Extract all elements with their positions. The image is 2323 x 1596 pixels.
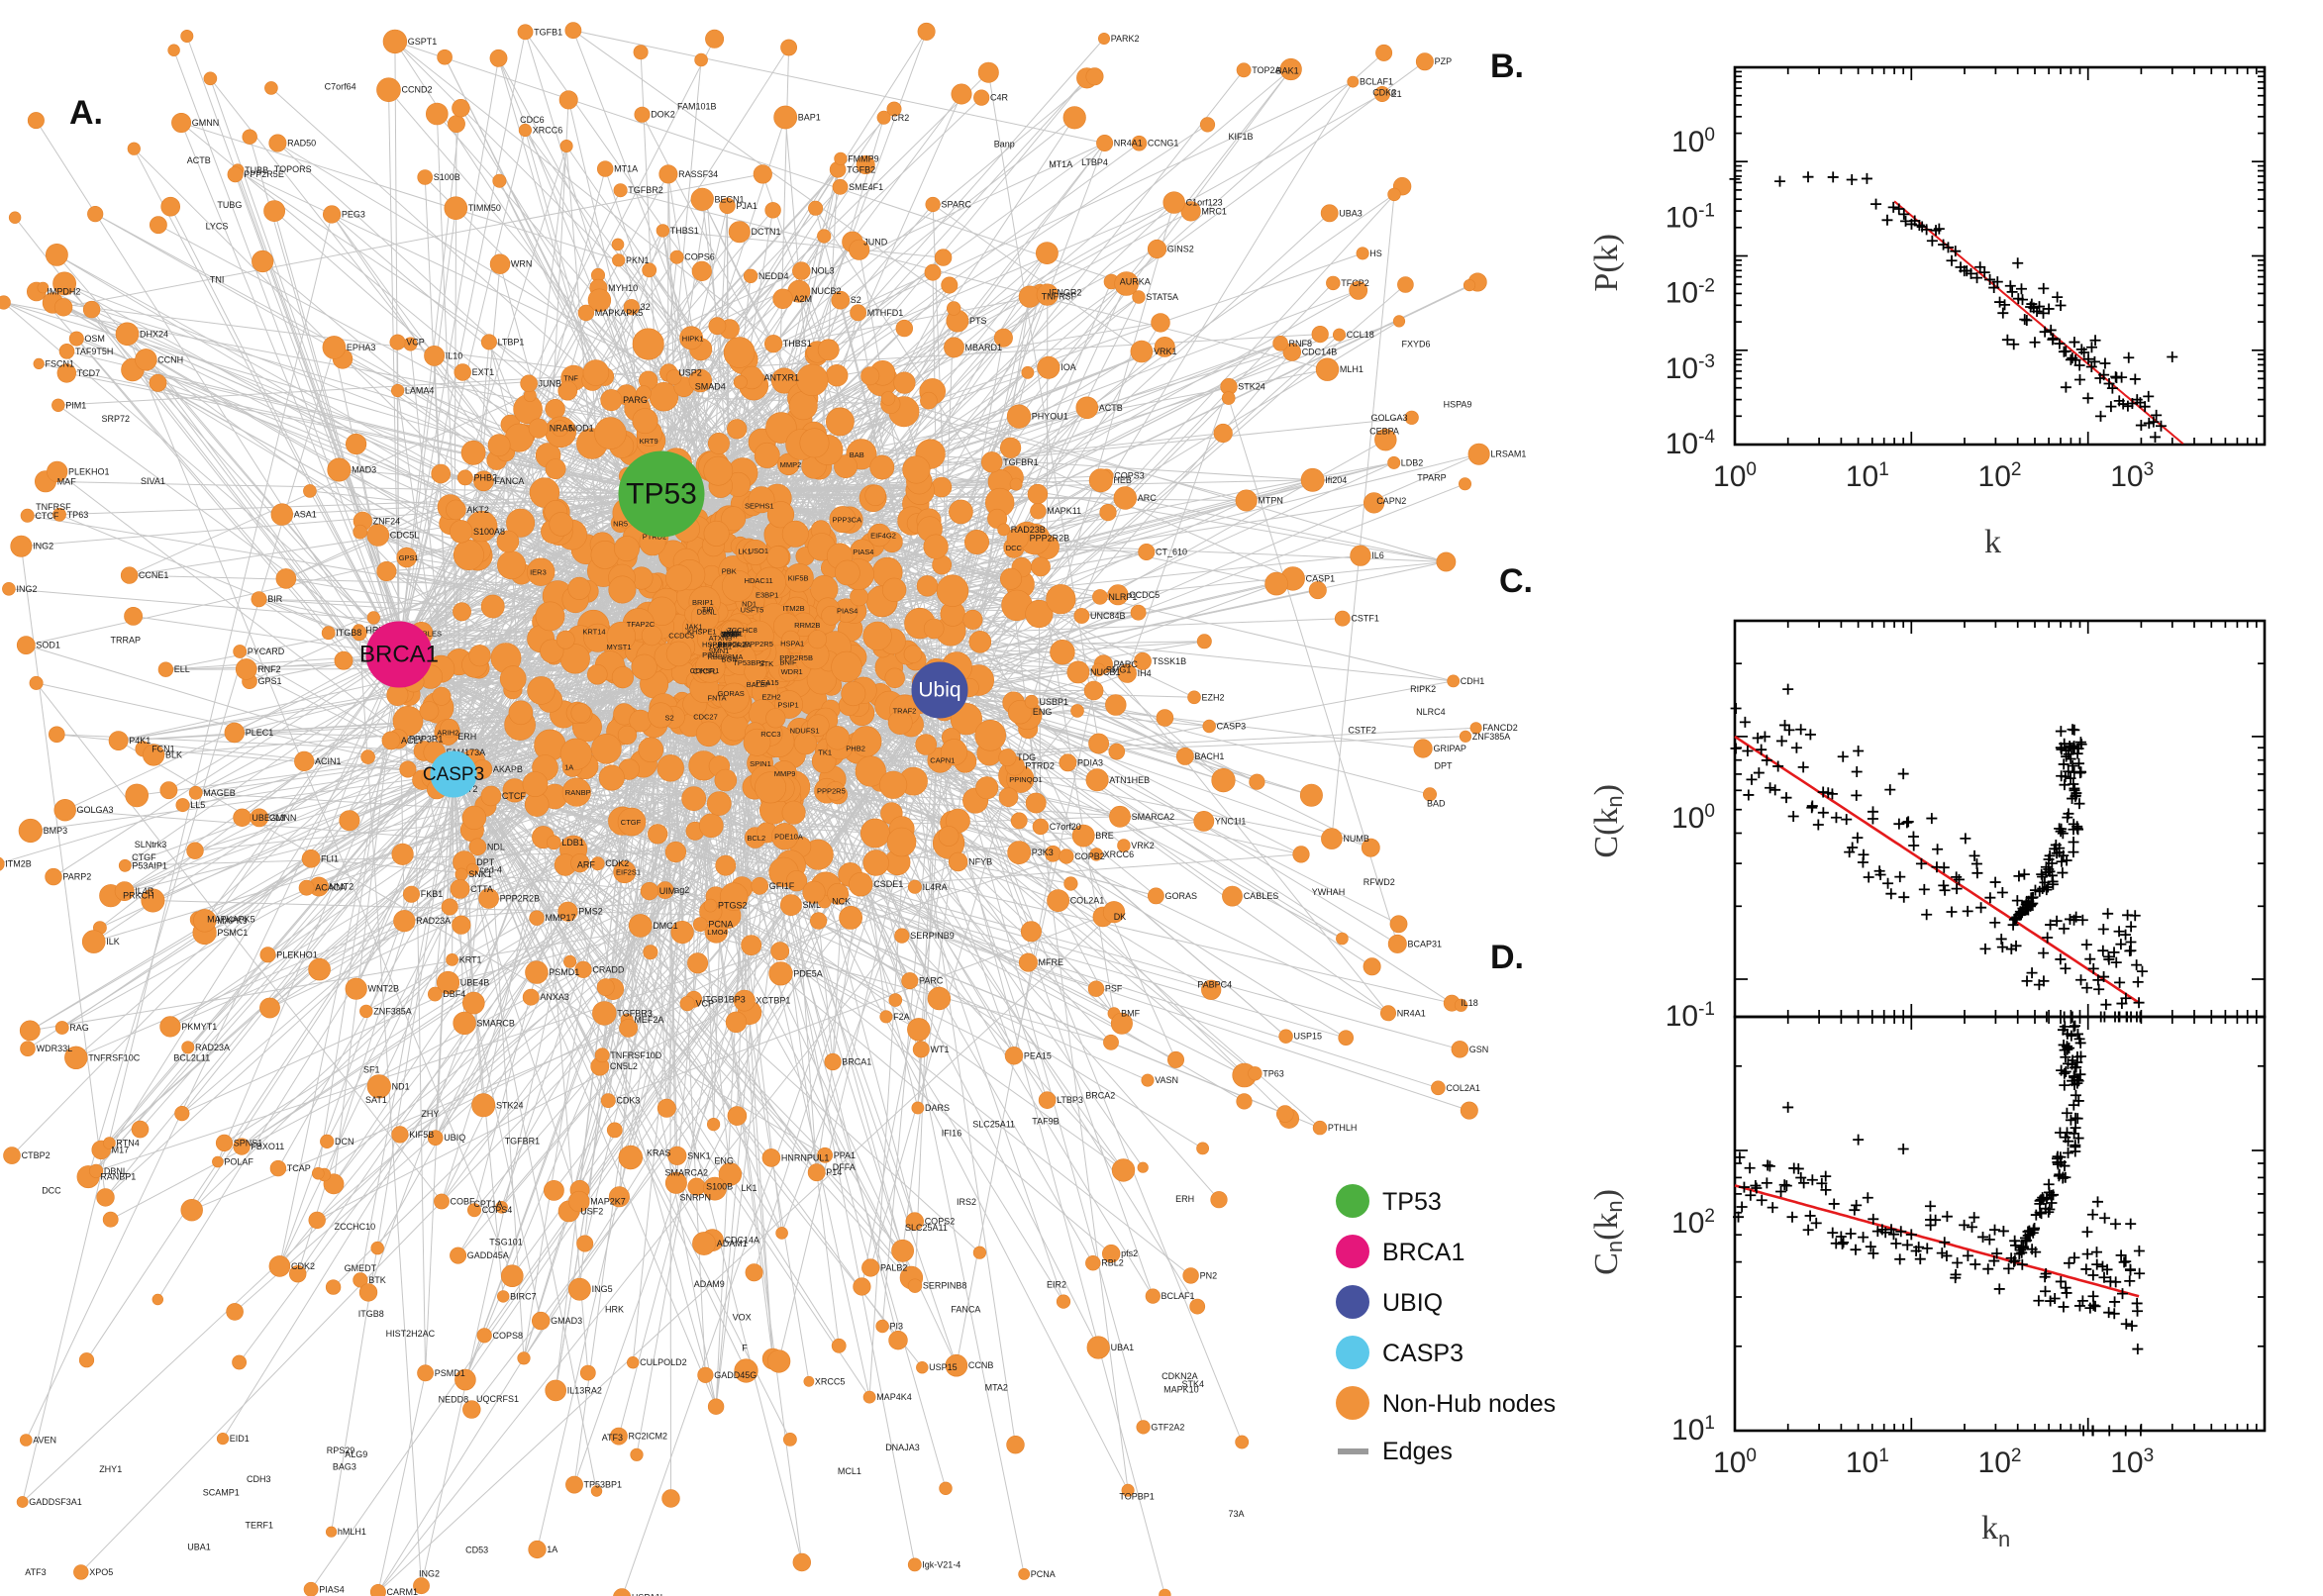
svg-text:BRCA1: BRCA1: [1382, 1239, 1464, 1266]
svg-text:10-1: 10-1: [1666, 999, 1715, 1033]
svg-text:10-3: 10-3: [1666, 351, 1715, 385]
svg-text:102: 102: [1978, 1446, 2022, 1479]
svg-text:10-1: 10-1: [1666, 200, 1715, 234]
svg-text:Non-Hub nodes: Non-Hub nodes: [1382, 1390, 1556, 1418]
svg-text:UBIQ: UBIQ: [1382, 1289, 1443, 1317]
svg-text:TP53: TP53: [1382, 1188, 1442, 1216]
svg-text:100: 100: [1713, 459, 1757, 493]
svg-text:103: 103: [2110, 1446, 2154, 1479]
svg-text:103: 103: [2110, 459, 2154, 493]
svg-text:Edges: Edges: [1382, 1438, 1453, 1465]
svg-text:10-2: 10-2: [1666, 276, 1715, 310]
svg-text:101: 101: [1846, 1446, 1889, 1479]
svg-text:102: 102: [1978, 459, 2022, 493]
svg-text:CASP3: CASP3: [1382, 1340, 1464, 1367]
svg-text:101: 101: [1846, 459, 1889, 493]
svg-text:100: 100: [1671, 801, 1715, 835]
svg-text:10-4: 10-4: [1666, 427, 1716, 460]
svg-text:100: 100: [1671, 125, 1715, 158]
